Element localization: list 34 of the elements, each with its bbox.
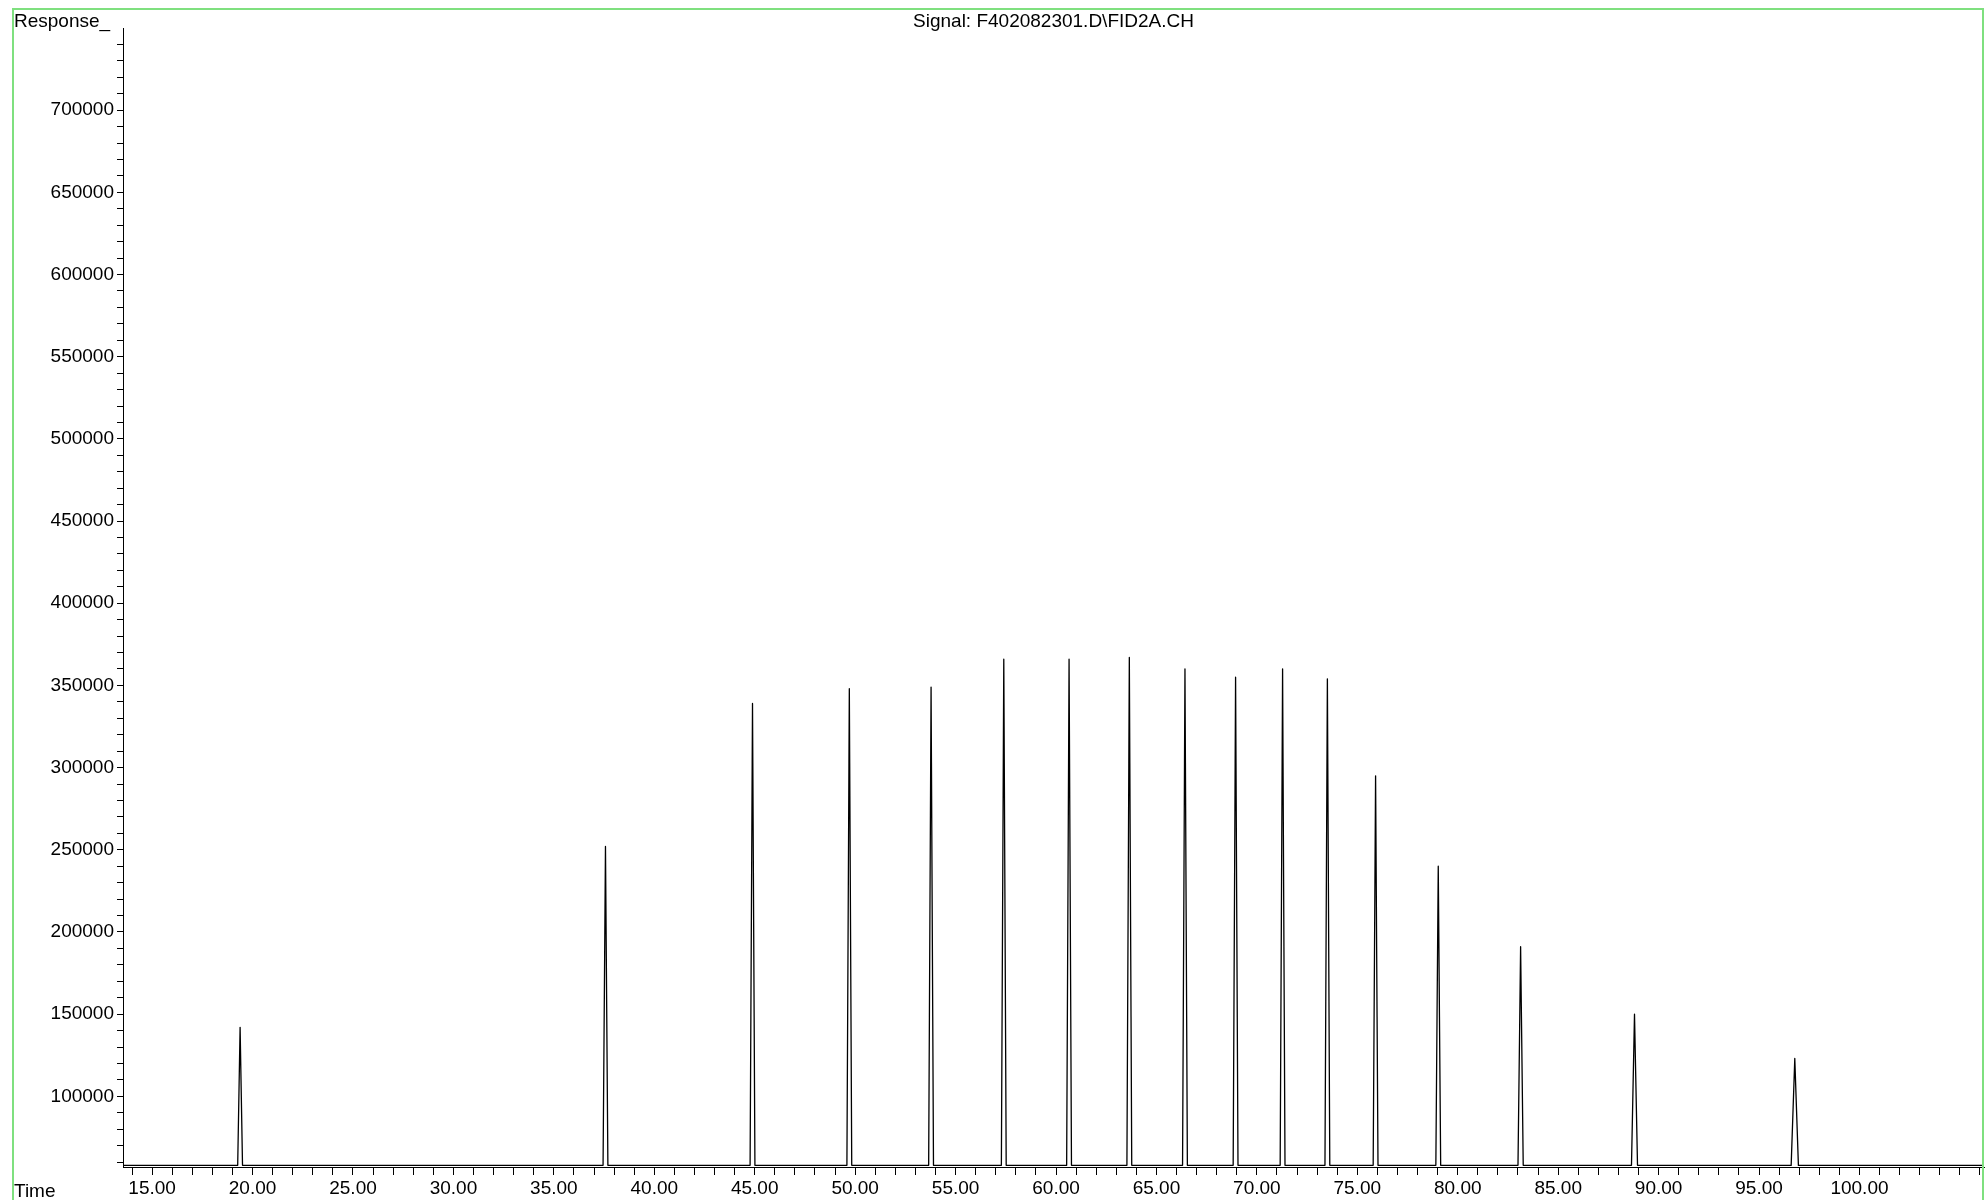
x-tick-label: 15.00 xyxy=(128,1176,176,1198)
y-tick-label: 300000 xyxy=(50,755,114,777)
x-axis-title: Time xyxy=(14,1180,56,1201)
y-tick-label: 100000 xyxy=(50,1084,114,1106)
x-tick-label: 50.00 xyxy=(831,1176,879,1198)
x-tick-label: 85.00 xyxy=(1534,1176,1582,1198)
x-tick-label: 75.00 xyxy=(1333,1176,1382,1198)
x-tick-label: 90.00 xyxy=(1634,1176,1683,1198)
y-tick-label: 650000 xyxy=(50,180,114,202)
x-tick-label: 55.00 xyxy=(931,1176,980,1198)
x-tick-label: 20.00 xyxy=(228,1176,277,1198)
y-axis-title: Response_ xyxy=(14,10,111,32)
y-tick-label: 400000 xyxy=(50,591,114,613)
y-tick-label: 250000 xyxy=(50,838,114,860)
chart-title: Signal: F402082301.D\FID2A.CH xyxy=(913,10,1194,31)
x-tick-label: 100.00 xyxy=(1830,1176,1889,1198)
x-tick-label: 60.00 xyxy=(1032,1176,1080,1198)
x-tick-label: 35.00 xyxy=(530,1176,578,1198)
x-tick-label: 30.00 xyxy=(429,1176,478,1198)
x-tick-label: 65.00 xyxy=(1132,1176,1181,1198)
y-tick-label: 550000 xyxy=(50,344,114,366)
y-tick-label: 500000 xyxy=(50,427,114,449)
x-tick-label: 40.00 xyxy=(630,1176,679,1198)
x-tick-label: 25.00 xyxy=(329,1176,377,1198)
y-tick-label: 150000 xyxy=(50,1002,114,1024)
x-tick-label: 80.00 xyxy=(1433,1176,1482,1198)
y-tick-label: 450000 xyxy=(50,509,114,531)
y-tick-label: 200000 xyxy=(50,920,114,942)
y-tick-label: 700000 xyxy=(50,98,114,120)
y-tick-label: 350000 xyxy=(50,673,114,695)
x-tick-label: 45.00 xyxy=(730,1176,779,1198)
y-tick-label: 600000 xyxy=(50,262,114,284)
x-tick-label: 95.00 xyxy=(1735,1176,1783,1198)
x-tick-label: 70.00 xyxy=(1233,1176,1281,1198)
